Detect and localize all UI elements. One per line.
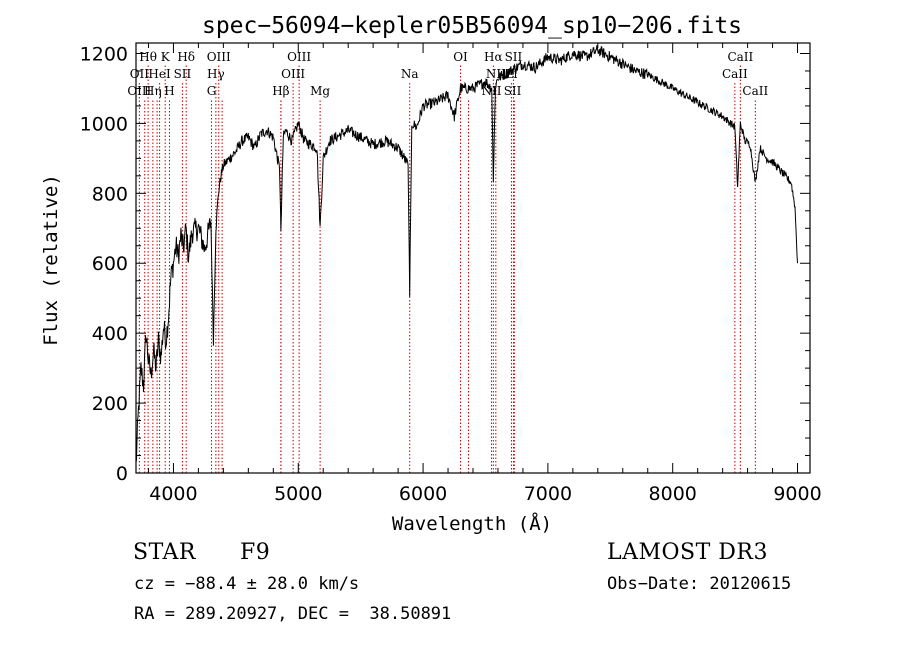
obs-date: Obs−Date: 20120615 [607,574,792,594]
marker-label: SII [504,84,522,98]
marker-label: Mg [310,84,330,98]
x-tick-label: 8000 [649,483,697,505]
marker-label: OIII [127,84,151,98]
marker-label: Hθ [139,50,157,64]
survey-name: LAMOST DR3 [607,540,768,565]
y-tick-label: 400 [92,323,128,345]
chart-title: spec−56094−kepler05B56094_sp10−206.fits [202,13,742,39]
marker-label: Hα [484,50,503,64]
x-tick-label: 9000 [773,483,821,505]
marker-label: OI [453,50,468,64]
marker-label: OIII [207,50,231,64]
marker-label: K [161,50,171,64]
x-tick-label: 4000 [149,483,197,505]
marker-label: Hγ [207,67,225,81]
axes: 4000 5000 6000 7000 8000 9000 0 200 400 600 800 100… [80,42,822,505]
y-tick-label: 1200 [80,43,128,65]
series-group [135,45,798,463]
marker-label: H [164,84,174,98]
y-tick-label: 1000 [80,113,128,135]
marker-label: CaII [722,67,748,81]
marker-label: SII [174,67,192,81]
object-subclass: F9 [240,540,271,565]
y-axis-label: Flux (relative) [40,174,62,346]
object-class: STAR [133,540,196,565]
marker-label: CaII [742,84,768,98]
marker-label: CaII [727,50,753,64]
x-tick-label: 5000 [274,483,322,505]
marker-label: Na [401,67,419,81]
marker-label: SII [505,50,523,64]
marker-label: HeI [148,67,171,81]
plot-frame [135,42,811,474]
x-tick-label: 7000 [524,483,572,505]
redshift-readout: cz = −88.4 ± 28.0 km/s [134,574,360,594]
marker-label: OIII [281,67,305,81]
marker-label: OII [130,67,150,81]
marker-label: G [207,84,217,98]
marker-label: Hη [144,84,162,98]
x-tick-label: 6000 [399,483,447,505]
spectrum-line [135,45,798,463]
y-tick-label: 0 [116,463,128,485]
y-tick-label: 200 [92,393,128,415]
y-tick-label: 800 [92,183,128,205]
x-axis-label: Wavelength (Å) [392,512,552,535]
marker-label: OIII [287,50,311,64]
marker-label: Hβ [272,84,289,98]
marker-label: Hδ [177,50,195,64]
coordinates: RA = 289.20927, DEC = 38.50891 [134,604,452,624]
y-tick-label: 600 [92,253,128,275]
